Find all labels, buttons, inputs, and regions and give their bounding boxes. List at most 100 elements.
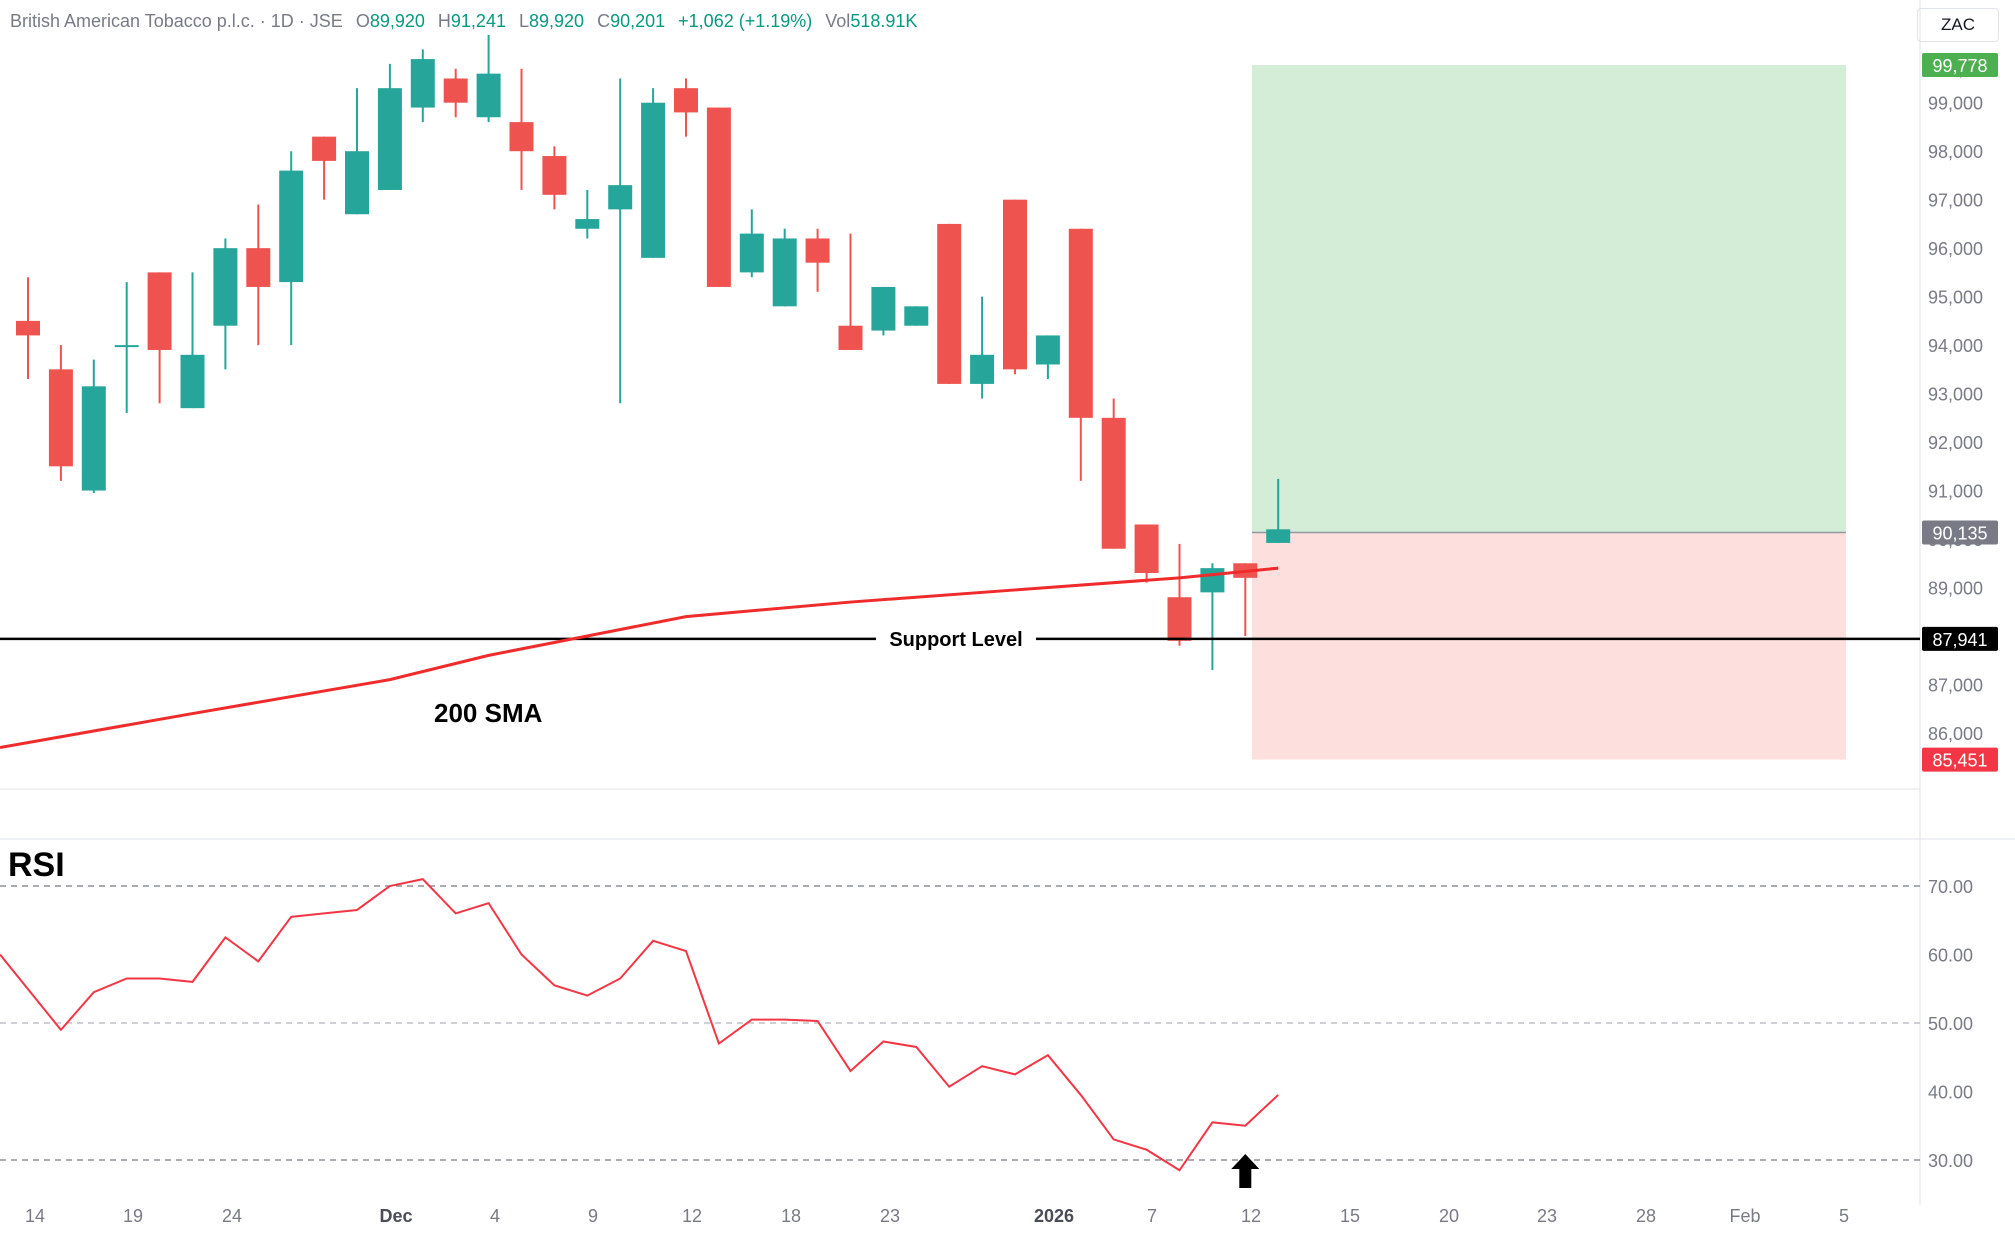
candle-body <box>1134 524 1159 573</box>
date-tick-label: 23 <box>880 1206 900 1226</box>
candle-body <box>81 386 106 491</box>
open-value: 89,920 <box>369 11 425 31</box>
candle-body <box>410 59 435 108</box>
entry-price-badge: 90,135 <box>1932 523 1987 543</box>
candle-body <box>706 107 731 287</box>
date-tick-label: 12 <box>682 1206 702 1226</box>
candle-body <box>608 185 633 210</box>
low-value: 89,920 <box>529 11 585 31</box>
date-tick-label: 4 <box>490 1206 500 1226</box>
candle-body <box>246 248 271 287</box>
date-tick-label: 14 <box>25 1206 45 1226</box>
candle-body <box>1266 529 1291 543</box>
price-tick-label: 97,000 <box>1928 191 1983 211</box>
candle-body <box>345 151 369 215</box>
symbol-line: British American Tobacco p.l.c. · 1D · J… <box>10 11 343 31</box>
target-zone <box>1252 65 1846 533</box>
candle-body <box>575 219 600 229</box>
candle-body <box>509 122 534 152</box>
price-tick-label: 87,000 <box>1928 675 1983 695</box>
volume-value: 518.91K <box>850 11 918 31</box>
high-key: H <box>437 11 451 31</box>
stop-price-badge-bg <box>1922 747 1998 772</box>
price-tick-label: 92,000 <box>1928 433 1983 453</box>
date-tick-label: 18 <box>781 1206 801 1226</box>
date-tick-label: 5 <box>1839 1206 1849 1226</box>
price-tick-label: 96,000 <box>1928 239 1983 259</box>
candle-body <box>937 223 962 384</box>
date-tick-label: 20 <box>1439 1206 1459 1226</box>
candle-body <box>180 354 205 409</box>
target-price-badge-bg <box>1922 53 1998 77</box>
candle-body <box>377 88 402 190</box>
price-tick-label: 98,000 <box>1928 142 1983 162</box>
price-tick-label: 95,000 <box>1928 288 1983 308</box>
candle-body <box>476 73 501 118</box>
date-tick-label: 9 <box>588 1206 598 1226</box>
rsi-tick-label: 50.00 <box>1928 1014 1973 1034</box>
candle-body <box>48 369 73 467</box>
support-label: Support Level <box>889 629 1022 651</box>
candle-body <box>312 136 337 161</box>
sma-label: 200 SMA <box>434 698 543 728</box>
symbol-header: British American Tobacco p.l.c. · 1D · J… <box>10 11 917 32</box>
candle-body <box>443 78 468 103</box>
change-value: +1,062 (+1.19%) <box>678 11 813 31</box>
price-tick-label: 89,000 <box>1928 579 1983 599</box>
candle-body <box>1167 597 1192 641</box>
candle-body <box>1101 417 1126 549</box>
candle-body <box>1200 568 1225 593</box>
candle-body <box>542 156 567 195</box>
rsi-tick-label: 30.00 <box>1928 1151 1973 1171</box>
candle-body <box>279 170 304 283</box>
candle-body <box>674 88 698 113</box>
candle-body <box>213 248 238 326</box>
candle-body <box>838 325 863 350</box>
candle-body <box>641 102 666 258</box>
rsi-tick-label: 40.00 <box>1928 1083 1973 1103</box>
rsi-tick-label: 70.00 <box>1928 877 1973 897</box>
entry-price-badge-bg <box>1922 520 1998 545</box>
candle-body <box>1003 199 1027 370</box>
candle-body <box>16 320 40 336</box>
rsi-title: RSI <box>8 846 65 884</box>
sma-200-line <box>0 566 1279 749</box>
stop-zone <box>1252 532 1846 760</box>
candle-body <box>871 286 896 331</box>
candle-body <box>147 272 172 350</box>
price-tick-label: 93,000 <box>1928 385 1983 405</box>
price-tick-label: 91,000 <box>1928 482 1983 502</box>
date-tick-label: 12 <box>1241 1206 1261 1226</box>
candle-body <box>739 233 764 273</box>
price-tick-label: 99,000 <box>1928 94 1983 114</box>
price-tick-label: 86,000 <box>1928 724 1983 744</box>
volume-key: Vol <box>825 11 851 31</box>
up-arrow-icon <box>1231 1154 1260 1188</box>
date-tick-label: 24 <box>222 1206 242 1226</box>
support-price-badge-bg <box>1922 626 1998 651</box>
date-tick-label: 15 <box>1340 1206 1360 1226</box>
date-tick-label: 23 <box>1537 1206 1557 1226</box>
currency-button[interactable]: ZAC <box>1917 8 1999 42</box>
candle-body <box>1068 228 1093 418</box>
open-key: O <box>355 11 370 31</box>
rsi-tick-label: 60.00 <box>1928 946 1973 966</box>
candle-body <box>904 306 929 326</box>
rsi-line <box>0 878 1279 1172</box>
date-tick-label: 28 <box>1636 1206 1656 1226</box>
high-value: 91,241 <box>450 11 506 31</box>
support-price-badge: 87,941 <box>1932 630 1987 650</box>
close-key: C <box>597 11 611 31</box>
candle-body <box>772 238 797 307</box>
stop-price-badge: 85,451 <box>1932 751 1987 771</box>
target-price-badge: 99,778 <box>1932 56 1987 76</box>
candle-body <box>1035 335 1060 365</box>
candle-body <box>970 354 995 384</box>
date-tick-label: 7 <box>1147 1206 1157 1226</box>
price-tick-label: 94,000 <box>1928 336 1983 356</box>
close-value: 90,201 <box>610 11 666 31</box>
date-tick-label: Dec <box>379 1206 412 1226</box>
date-tick-label: 2026 <box>1034 1206 1074 1226</box>
